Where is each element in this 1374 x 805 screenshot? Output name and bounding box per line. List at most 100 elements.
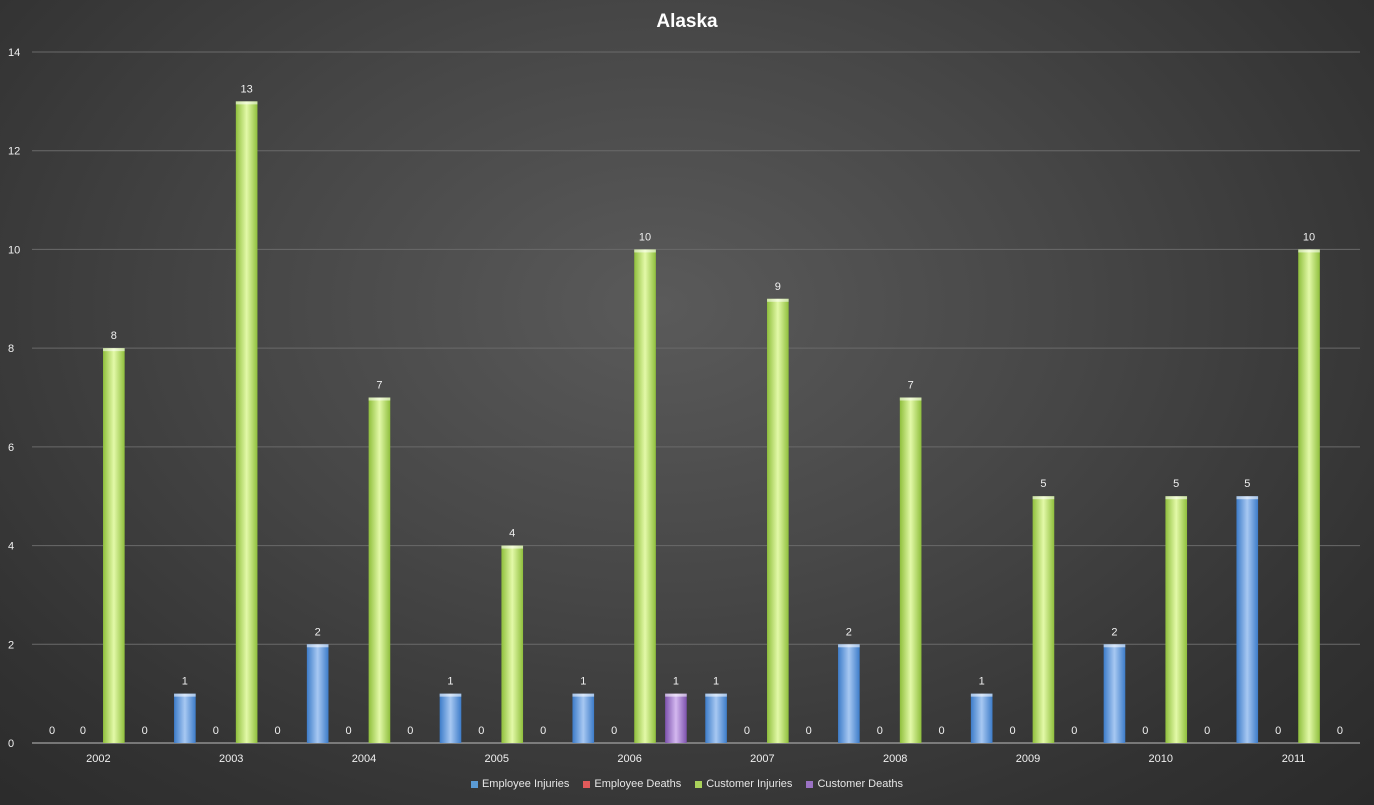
data-label: 0 bbox=[1204, 725, 1210, 737]
bar bbox=[306, 644, 329, 743]
data-label: 5 bbox=[1040, 478, 1046, 490]
bar bbox=[1103, 644, 1126, 743]
bar-highlight bbox=[439, 693, 462, 697]
y-tick-label: 8 bbox=[8, 343, 14, 355]
bar bbox=[665, 693, 687, 743]
bar-highlight bbox=[1032, 496, 1055, 500]
x-tick-label: 2007 bbox=[750, 753, 774, 765]
bar-highlight bbox=[1298, 249, 1320, 253]
bar bbox=[899, 397, 922, 743]
bar-highlight bbox=[368, 397, 391, 401]
x-tick-label: 2004 bbox=[352, 753, 376, 765]
data-label: 1 bbox=[979, 676, 985, 688]
bar bbox=[501, 545, 524, 743]
data-label: 1 bbox=[673, 676, 679, 688]
data-label: 0 bbox=[1071, 725, 1077, 737]
bar bbox=[767, 298, 789, 743]
data-label: 0 bbox=[1337, 725, 1343, 737]
bar bbox=[235, 101, 258, 744]
bar-highlight bbox=[899, 397, 922, 401]
legend: Employee Injuries Employee Deaths Customer… bbox=[0, 778, 1374, 790]
y-tick-label: 2 bbox=[8, 639, 14, 651]
data-label: 0 bbox=[1009, 725, 1015, 737]
y-tick-label: 6 bbox=[8, 442, 14, 454]
data-label: 1 bbox=[182, 676, 188, 688]
data-label: 9 bbox=[775, 281, 781, 293]
x-tick-label: 2009 bbox=[1016, 753, 1040, 765]
legend-label: Employee Deaths bbox=[594, 778, 682, 790]
data-label: 10 bbox=[639, 231, 651, 243]
data-label: 0 bbox=[274, 725, 280, 737]
bar bbox=[705, 693, 727, 743]
x-tick-label: 2002 bbox=[86, 753, 110, 765]
data-label: 1 bbox=[447, 676, 453, 688]
bar-highlight bbox=[174, 693, 196, 697]
data-label: 0 bbox=[80, 725, 86, 737]
x-tick-label: 2003 bbox=[219, 753, 243, 765]
bar-highlight bbox=[1103, 644, 1126, 648]
legend-swatch bbox=[583, 780, 591, 788]
legend-item: Customer Deaths bbox=[806, 778, 903, 790]
bar-highlight bbox=[1236, 496, 1259, 500]
bar bbox=[838, 644, 860, 743]
data-label: 0 bbox=[407, 725, 413, 737]
bar-highlight bbox=[235, 101, 258, 105]
legend-swatch bbox=[695, 780, 703, 788]
bar-highlight bbox=[501, 545, 524, 549]
data-label: 0 bbox=[1142, 725, 1148, 737]
data-label: 0 bbox=[938, 725, 944, 737]
chart-title: Alaska bbox=[656, 11, 718, 32]
legend-label: Customer Injuries bbox=[706, 778, 793, 790]
y-tick-label: 10 bbox=[8, 244, 20, 256]
legend-item: Employee Deaths bbox=[583, 778, 681, 790]
x-tick-label: 2010 bbox=[1149, 753, 1173, 765]
data-label: 0 bbox=[345, 725, 351, 737]
bar bbox=[1165, 496, 1188, 743]
data-label: 7 bbox=[908, 380, 914, 392]
data-label: 0 bbox=[806, 725, 812, 737]
x-tick-label: 2011 bbox=[1282, 753, 1306, 765]
data-label: 0 bbox=[213, 725, 219, 737]
bar bbox=[1032, 496, 1055, 743]
y-tick-label: 12 bbox=[8, 146, 20, 158]
x-tick-label: 2005 bbox=[485, 753, 509, 765]
legend-label: Employee Injuries bbox=[481, 778, 570, 790]
legend-swatch bbox=[806, 780, 814, 788]
bar-highlight bbox=[1165, 496, 1188, 500]
y-tick-label: 14 bbox=[8, 47, 20, 59]
data-label: 2 bbox=[315, 626, 321, 638]
bar-highlight bbox=[838, 644, 860, 648]
bar-highlight bbox=[306, 644, 329, 648]
legend-item: Customer Injuries bbox=[695, 778, 792, 790]
data-label: 0 bbox=[877, 725, 883, 737]
bar bbox=[103, 348, 125, 743]
data-label: 0 bbox=[540, 725, 546, 737]
bar-highlight bbox=[665, 693, 687, 697]
data-label: 1 bbox=[713, 676, 719, 688]
bar bbox=[634, 249, 656, 743]
y-tick-label: 4 bbox=[8, 541, 14, 553]
x-tick-label: 2008 bbox=[883, 753, 907, 765]
y-tick-label: 0 bbox=[8, 738, 14, 750]
bar bbox=[970, 693, 993, 743]
legend-label: Customer Deaths bbox=[817, 778, 904, 790]
bar bbox=[572, 693, 595, 743]
bar-highlight bbox=[705, 693, 727, 697]
data-label: 0 bbox=[49, 725, 55, 737]
legend-swatch bbox=[470, 780, 478, 788]
data-label: 8 bbox=[111, 330, 117, 342]
bar-highlight bbox=[103, 348, 125, 352]
legend-item: Employee Injuries bbox=[470, 778, 570, 790]
data-label: 5 bbox=[1244, 478, 1250, 490]
data-label: 10 bbox=[1303, 231, 1315, 243]
data-label: 0 bbox=[1275, 725, 1281, 737]
bar-highlight bbox=[572, 693, 595, 697]
data-label: 2 bbox=[846, 626, 852, 638]
bar-highlight bbox=[634, 249, 656, 253]
bar bbox=[368, 397, 391, 743]
data-label: 0 bbox=[744, 725, 750, 737]
data-label: 7 bbox=[376, 380, 382, 392]
bar bbox=[174, 693, 196, 743]
data-label: 13 bbox=[241, 83, 253, 95]
